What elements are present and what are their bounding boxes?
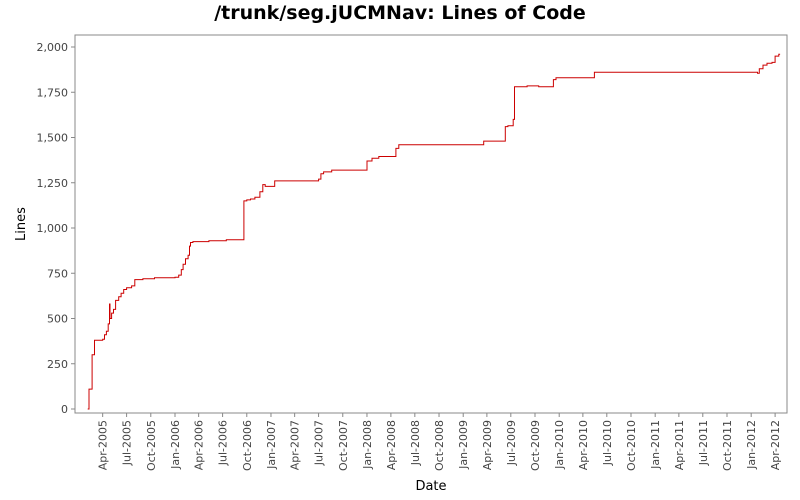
x-tick-label: Oct-2009 [529,420,542,471]
x-tick-label: Oct-2007 [337,420,350,471]
y-axis: 0 250 500 750 1,000 1,250 1,500 1,750 2,000 [37,41,75,416]
series-line [87,53,781,410]
x-tick-label: Apr-2012 [769,420,782,470]
y-tick-label: 1,000 [37,222,69,235]
plot-area [74,34,788,414]
chart-title: /trunk/seg.jUCMNav: Lines of Code [214,2,586,24]
x-axis-label: Date [415,479,446,494]
y-tick-label: 2,000 [37,41,69,54]
y-tick-label: 1,750 [37,86,69,99]
x-tick-label: Jan-2006 [169,420,182,470]
x-tick-label: Jul-2011 [697,420,710,466]
x-tick-label: Apr-2005 [97,420,110,470]
x-tick-label: Apr-2007 [289,420,302,470]
x-tick-label: Jan-2010 [553,420,566,470]
y-axis-label: Lines [14,207,29,241]
x-tick-label: Jan-2008 [361,420,374,470]
x-tick-label: Oct-2011 [721,420,734,471]
x-tick-label: Jan-2007 [265,420,278,470]
y-tick-label: 1,250 [37,177,69,190]
x-tick-label: Oct-2006 [241,420,254,471]
y-tick-label: 750 [47,267,68,280]
x-tick-label: Jul-2007 [313,420,326,466]
x-tick-label: Apr-2006 [193,420,206,470]
x-tick-label: Jan-2009 [457,420,470,470]
x-tick-label: Apr-2011 [673,420,686,470]
x-tick-label: Apr-2008 [385,420,398,470]
x-tick-label: Oct-2005 [145,420,158,471]
x-tick-label: Jul-2005 [121,420,134,466]
y-tick-label: 500 [47,313,68,326]
x-tick-label: Oct-2010 [625,420,638,471]
x-tick-label: Jul-2009 [505,420,518,466]
y-tick-label: 1,500 [37,132,69,145]
x-tick-label: Apr-2010 [577,420,590,470]
y-tick-label: 250 [47,358,68,371]
x-axis: Apr-2005 Jul-2005 Oct-2005 Jan-2006 Apr-2006… [97,413,782,471]
x-tick-label: Jul-2010 [601,420,614,466]
x-tick-label: Jan-2012 [745,420,758,470]
x-tick-label: Oct-2008 [433,420,446,471]
x-tick-label: Jan-2011 [649,420,662,470]
x-tick-label: Apr-2009 [481,420,494,470]
y-tick-label: 0 [61,403,68,416]
x-tick-label: Jul-2006 [217,420,230,466]
x-tick-label: Jul-2008 [409,420,422,466]
